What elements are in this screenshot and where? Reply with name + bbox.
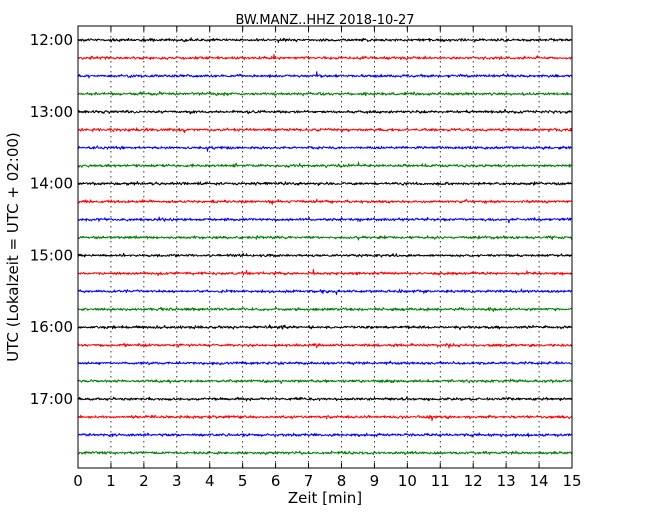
trace-1230 xyxy=(77,71,573,79)
y-tick-label: 13:00 xyxy=(30,103,73,121)
y-tick-label: 17:00 xyxy=(30,390,73,408)
x-tick-label: 3 xyxy=(172,472,182,490)
trace-group xyxy=(77,37,573,456)
x-tick-label: 5 xyxy=(238,472,248,490)
plot-frame xyxy=(77,25,573,469)
x-tick-label: 2 xyxy=(139,472,149,490)
trace-1300 xyxy=(77,108,573,115)
y-axis-ticks: 12:00 13:00 14:00 15:00 16:00 17:00 xyxy=(30,31,572,408)
trace-1600 xyxy=(77,324,573,331)
y-tick-label: 15:00 xyxy=(30,246,73,264)
x-tick-label: 11 xyxy=(431,472,450,490)
x-tick-label: 14 xyxy=(530,472,549,490)
x-tick-label: 0 xyxy=(73,472,83,490)
x-tick-label: 10 xyxy=(398,472,417,490)
trace-1745 xyxy=(77,450,573,456)
x-tick-label: 8 xyxy=(337,472,347,490)
trace-1445 xyxy=(77,235,573,241)
y-axis-label: UTC (Lokalzeit = UTC + 02:00) xyxy=(4,132,22,362)
trace-1245 xyxy=(77,90,573,97)
x-axis-ticks: 0 1 2 3 4 5 6 7 8 9 10 11 12 13 14 15 xyxy=(73,26,582,490)
trace-1200 xyxy=(77,37,573,44)
x-tick-label: 9 xyxy=(370,472,380,490)
y-tick-label: 16:00 xyxy=(30,318,73,336)
trace-1215 xyxy=(77,53,573,61)
trace-1430 xyxy=(77,216,573,224)
trace-1415 xyxy=(77,198,573,205)
x-tick-label: 13 xyxy=(497,472,516,490)
x-tick-label: 12 xyxy=(464,472,483,490)
y-tick-label: 14:00 xyxy=(30,175,73,193)
x-tick-label: 6 xyxy=(271,472,281,490)
trace-1330 xyxy=(77,145,573,152)
vertical-gridlines xyxy=(110,26,540,468)
trace-1515 xyxy=(77,268,573,277)
chart-title: BW.MANZ..HHZ 2018-10-27 xyxy=(235,13,414,28)
x-tick-label: 4 xyxy=(205,472,215,490)
trace-1315 xyxy=(77,127,573,134)
trace-1500 xyxy=(77,252,573,258)
trace-1700 xyxy=(77,396,573,402)
trace-1545 xyxy=(77,306,573,312)
trace-1400 xyxy=(77,181,573,186)
y-tick-label: 12:00 xyxy=(30,31,73,49)
x-tick-label: 7 xyxy=(304,472,314,490)
trace-1530 xyxy=(77,288,573,296)
trace-1715 xyxy=(77,414,573,422)
trace-1345 xyxy=(77,161,573,169)
trace-1615 xyxy=(77,342,573,349)
trace-1630 xyxy=(77,360,573,366)
x-tick-label: 15 xyxy=(562,472,581,490)
trace-1645 xyxy=(77,378,573,384)
x-tick-label: 1 xyxy=(106,472,116,490)
x-axis-label: Zeit [min] xyxy=(288,489,362,507)
trace-1730 xyxy=(77,432,573,438)
